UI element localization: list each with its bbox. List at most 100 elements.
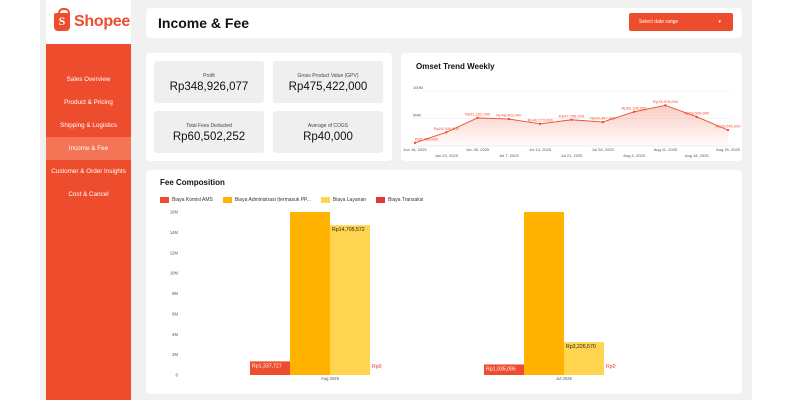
fee-legend: Biaya Komisi AMS Biaya Administrasi (term… — [160, 197, 423, 203]
data-label: Rp29,045,000 — [715, 124, 741, 129]
brand-name: Shopee — [74, 13, 130, 30]
data-point — [539, 122, 542, 126]
date-range-label: Select date range — [639, 19, 679, 25]
legend-label: Biaya Administrasi (termasuk PP... — [234, 197, 311, 203]
x-tick-label: Jul 14, 2025 — [529, 147, 552, 152]
data-label: Rp3,226,570 — [566, 344, 596, 350]
bar — [250, 361, 290, 375]
fee-composition-title: Fee Composition — [160, 178, 225, 187]
kpi-value: Rp475,422,000 — [288, 81, 368, 93]
y-tick-label: 10M — [170, 271, 179, 276]
data-point — [507, 117, 511, 121]
kpi-average-cogs: Average of COGS Rp40,000 — [273, 111, 383, 153]
data-label: Rp24,949,000 — [434, 126, 460, 131]
sidebar-item-customer-order-insights[interactable]: Customer & Order Insights — [51, 168, 126, 175]
x-tick-label: Aug 18, 2025 — [685, 153, 710, 158]
x-tick-label: Jul 2025 — [556, 376, 573, 381]
date-range-select[interactable]: Select date range ▾ — [629, 13, 733, 31]
x-tick-label: Jun 16, 2025 — [403, 147, 427, 152]
kpi-label: Total Fees Deducted — [186, 123, 232, 129]
shopping-bag-icon: S — [54, 8, 70, 31]
legend-swatch — [160, 197, 169, 203]
data-point — [445, 131, 448, 134]
data-label: Rp40,273,000 — [528, 117, 554, 122]
kpi-value: Rp60,502,252 — [172, 131, 246, 143]
data-label: Rp51,152,000 — [465, 111, 491, 116]
data-point — [695, 115, 698, 119]
x-tick-label: Aug 2025 — [321, 376, 340, 381]
bar — [564, 342, 604, 375]
sidebar-item-cost-cancel[interactable]: Cost & Cancel — [68, 191, 109, 198]
kpi-value: Rp40,000 — [303, 131, 353, 143]
data-label: Rp5,764,000 — [415, 136, 439, 141]
data-point — [570, 118, 573, 121]
x-tick-label: Aug 25, 2025 — [716, 147, 741, 152]
y-tick-label: 16M — [170, 210, 179, 215]
kpi-label: Average of COGS — [307, 123, 349, 129]
fee-composition-card: Fee Composition 16M 14M 12M 10M 8M 6M 4M 2M 0 Rp1… — [146, 170, 742, 394]
data-label: Rp53,039,000 — [684, 110, 710, 115]
y-tick-label: 12M — [170, 250, 179, 255]
kpi-label: Gross Product Value (GPV) — [297, 73, 359, 79]
bar — [524, 212, 564, 375]
data-point — [476, 116, 479, 120]
data-label: Rp0 — [372, 364, 382, 370]
data-label: Rp43,467,000 — [590, 116, 616, 121]
x-tick-label: Jun 30, 2025 — [466, 147, 490, 152]
chevron-down-icon: ▾ — [718, 19, 721, 25]
bar — [484, 364, 524, 375]
fee-composition-chart: 16M 14M 12M 10M 8M 6M 4M 2M 0 Rp1,337,727 Rp14,705… — [170, 210, 616, 382]
sidebar-item-income-fee[interactable]: Income & Fee — [46, 137, 131, 160]
legend-swatch — [222, 197, 232, 203]
y-tick-label: 100M — [413, 85, 423, 90]
x-tick-label: Aug 11, 2025 — [654, 147, 678, 152]
kpi-value: Rp348,926,077 — [169, 81, 249, 93]
brand-logo[interactable]: S Shopee — [46, 0, 131, 44]
omset-trend-title: Omset Trend Weekly — [416, 62, 495, 71]
data-label: Rp0 — [606, 364, 616, 370]
legend-item[interactable]: Biaya Komisi AMS — [160, 197, 213, 203]
data-label: Rp62,196,000 — [622, 105, 648, 110]
x-tick-label: Jun 23, 2025 — [435, 153, 459, 158]
data-point — [601, 120, 604, 124]
legend-item[interactable]: Biaya Layanan — [320, 197, 367, 203]
data-label: Rp1,035,095 — [486, 366, 516, 372]
kpi-profit: Profit Rp348,926,077 — [154, 61, 264, 103]
data-label: Rp14,705,572 — [332, 227, 365, 233]
y-tick-label: 14M — [170, 230, 179, 235]
legend-label: Biaya Transaksi — [388, 197, 424, 203]
x-tick-label: Jul 7, 2025 — [499, 153, 519, 158]
bar — [330, 225, 370, 375]
series-area — [415, 105, 728, 146]
data-label: Rp47,706,000 — [559, 113, 585, 118]
data-label: Rp73,876,000 — [653, 99, 679, 104]
page-header: Income & Fee Select date range ▾ — [146, 8, 742, 38]
page-title: Income & Fee — [158, 15, 250, 31]
y-tick-label: 6M — [172, 311, 178, 316]
y-tick-label: 2M — [172, 352, 178, 357]
sidebar — [46, 0, 131, 400]
x-tick-label: Aug 4, 2025 — [623, 153, 645, 158]
legend-label: Biaya Komisi AMS — [172, 197, 213, 203]
y-tick-label: 8M — [172, 291, 178, 296]
data-point — [726, 128, 730, 132]
kpi-gpv: Gross Product Value (GPV) Rp475,422,000 — [273, 61, 383, 103]
kpi-total-fees: Total Fees Deducted Rp60,502,252 — [154, 111, 264, 153]
omset-trend-chart: 100M 50M Rp5,764,000 Rp24,949,000 Rp51,152,0… — [403, 85, 741, 158]
data-label: Rp1,337,727 — [252, 363, 282, 369]
x-tick-label: Jul 28, 2025 — [592, 147, 615, 152]
y-tick-label: 4M — [172, 332, 178, 337]
data-point — [632, 110, 636, 113]
legend-item[interactable]: Biaya Transaksi — [376, 197, 423, 203]
legend-label: Biaya Layanan — [332, 197, 367, 203]
data-label: Rp48,963,000 — [496, 113, 522, 118]
legend-item[interactable]: Biaya Administrasi (termasuk PP... — [222, 197, 311, 203]
sidebar-item-shipping-logistics[interactable]: Shipping & Logistics — [60, 122, 117, 129]
data-point — [413, 141, 417, 145]
y-tick-label: 0 — [176, 373, 179, 378]
legend-swatch — [320, 197, 330, 203]
sidebar-item-sales-overview[interactable]: Sales Overview — [66, 76, 111, 83]
sidebar-nav: Sales Overview Product & Pricing Shippin… — [46, 68, 131, 206]
sidebar-item-product-pricing[interactable]: Product & Pricing — [64, 99, 113, 106]
bar — [290, 212, 330, 375]
